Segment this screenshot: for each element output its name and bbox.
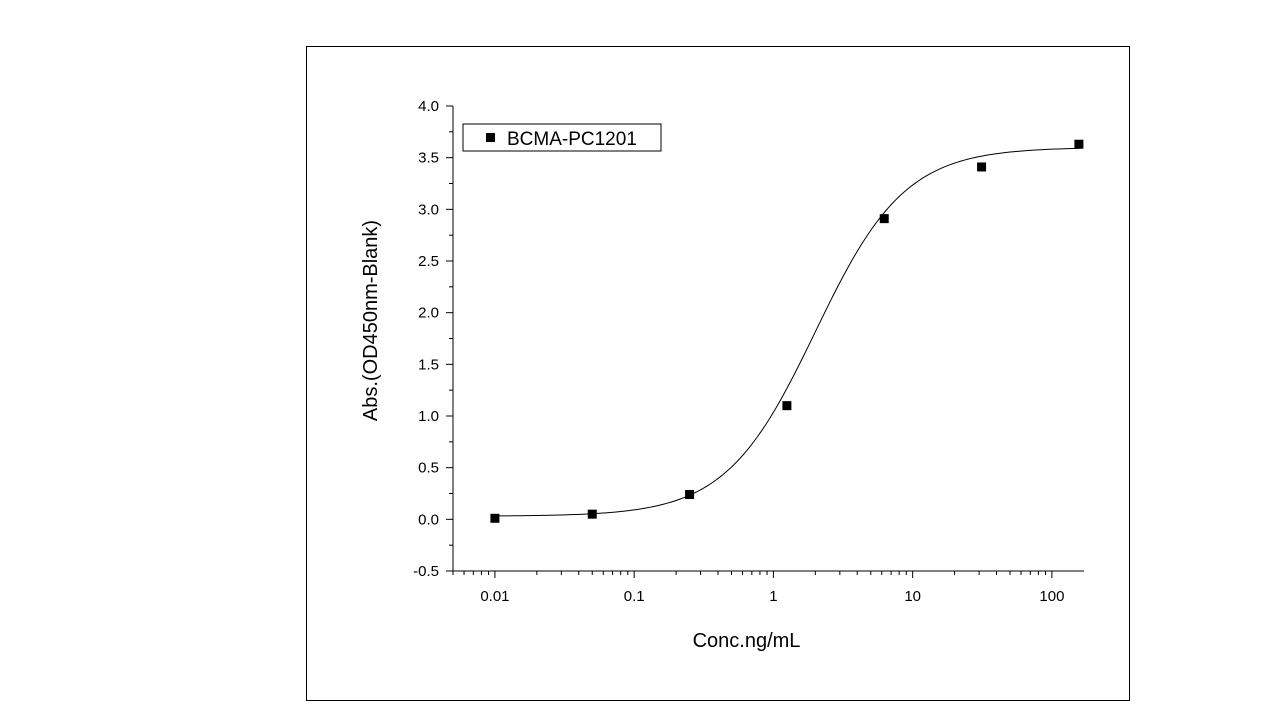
y-tick-label: 0.5	[418, 460, 439, 477]
x-tick-label: 1	[769, 588, 777, 605]
data-point	[685, 490, 695, 500]
fit-curve-layer	[494, 147, 1079, 517]
y-tick-label: 1.0	[418, 408, 439, 425]
x-tick-label: 0.01	[480, 588, 509, 605]
y-tick-label: 2.0	[418, 305, 439, 322]
x-tick-label: 10	[904, 588, 921, 605]
y-tick-label: 3.5	[418, 150, 439, 167]
data-point	[879, 214, 889, 224]
legend-box	[462, 123, 662, 152]
y-tick-label: 1.5	[418, 356, 439, 373]
y-tick-label: -0.5	[413, 563, 439, 580]
data-point	[1074, 139, 1084, 149]
legend-label: BCMA-PC1201	[507, 129, 637, 150]
y-tick-label: 4.0	[418, 98, 439, 115]
axes: -0.5 0.0 0.5 1.0 1.5 2.0 2.5 3.0 3.5 4.0 0.01 0.1 1 1…	[413, 98, 1084, 605]
y-tick-label: 0.0	[418, 511, 439, 528]
data-point	[587, 509, 597, 519]
data-point	[782, 401, 792, 411]
x-axis-label: Conc.ng/mL	[693, 630, 801, 652]
x-tick-label: 100	[1039, 588, 1064, 605]
chart-plot: -0.5 0.0 0.5 1.0 1.5 2.0 2.5 3.0 3.5 4.0 0.01 0.1 1 1…	[360, 98, 1084, 652]
y-tick-label: 3.0	[418, 201, 439, 218]
data-points-layer	[490, 139, 1084, 523]
fit-curve	[494, 147, 1079, 517]
x-tick-label: 0.1	[624, 588, 645, 605]
legend: BCMA-PC1201	[462, 123, 662, 152]
data-point	[490, 513, 500, 523]
legend-marker	[486, 133, 495, 142]
y-tick-label: 2.5	[418, 253, 439, 270]
y-axis-label: Abs.(OD450nm-Blank)	[360, 220, 382, 421]
chart-frame: -0.5 0.0 0.5 1.0 1.5 2.0 2.5 3.0 3.5 4.0 0.01 0.1 1 1…	[306, 46, 1130, 701]
data-point	[977, 162, 987, 172]
